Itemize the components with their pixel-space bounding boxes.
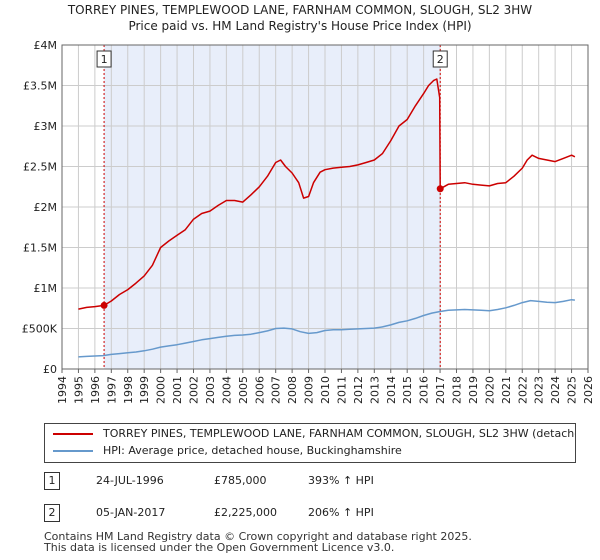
x-tick-label: 2005: [237, 376, 250, 404]
sale-badge: 2: [44, 504, 60, 522]
x-tick-label: 2015: [401, 376, 414, 404]
chart-title-block: TORREY PINES, TEMPLEWOOD LANE, FARNHAM C…: [0, 2, 600, 34]
chart-title: TORREY PINES, TEMPLEWOOD LANE, FARNHAM C…: [67, 3, 533, 17]
x-tick-label: 2024: [549, 376, 562, 404]
x-tick-label: 2003: [204, 376, 217, 404]
legend-label-property: TORREY PINES, TEMPLEWOOD LANE, FARNHAM C…: [103, 427, 575, 440]
x-tick-label: 1997: [105, 376, 118, 404]
x-tick-label: 1995: [72, 376, 85, 404]
x-tick-label: 2006: [253, 376, 266, 404]
chart-subtitle: Price paid vs. HM Land Registry's House …: [128, 19, 472, 33]
x-tick-label: 2014: [385, 376, 398, 404]
x-tick-label: 2012: [352, 376, 365, 404]
x-tick-label: 2016: [418, 376, 431, 404]
sale-price: £785,000: [214, 474, 267, 487]
sale-date: 24-JUL-1996: [96, 474, 164, 487]
sale-box-label: 1: [101, 53, 108, 66]
legend-label-hpi: HPI: Average price, detached house, Buck…: [103, 444, 402, 457]
y-tick-label: £2.5M: [23, 161, 57, 174]
x-tick-label: 2001: [171, 376, 184, 404]
footer: Contains HM Land Registry data © Crown c…: [44, 531, 472, 553]
x-tick-label: 1996: [89, 376, 102, 404]
x-tick-label: 1994: [56, 376, 69, 404]
x-tick-label: 2021: [500, 376, 513, 404]
y-tick-label: £500K: [22, 323, 58, 336]
y-tick-label: £1.5M: [23, 242, 57, 255]
x-tick-label: 2019: [467, 376, 480, 404]
footer-licence: This data is licensed under the Open Gov…: [44, 541, 395, 554]
sale-box: [432, 50, 448, 68]
x-tick-label: 2023: [533, 376, 546, 404]
x-tick-label: 2007: [270, 376, 283, 404]
sale-point: [436, 185, 444, 193]
plot-frame: [61, 44, 589, 370]
x-tick-label: 2020: [483, 376, 496, 404]
legend-item-hpi: HPI: Average price, detached house, Buck…: [53, 443, 402, 459]
sale-box-label: 2: [437, 53, 444, 66]
x-tick-label: 2002: [188, 376, 201, 404]
x-tick-label: 2013: [368, 376, 381, 404]
x-tick-label: 2017: [434, 376, 447, 404]
x-tick-label: 2018: [451, 376, 464, 404]
legend: TORREY PINES, TEMPLEWOOD LANE, FARNHAM C…: [44, 423, 576, 463]
y-tick-label: £0: [43, 363, 57, 376]
x-tick-label: 1999: [138, 376, 151, 404]
x-tick-label: 2008: [286, 376, 299, 404]
x-tick-label: 2009: [303, 376, 316, 404]
y-tick-label: £3.5M: [23, 80, 57, 93]
legend-swatch-hpi: [53, 450, 93, 452]
footer-copyright: Contains HM Land Registry data © Crown c…: [44, 530, 472, 543]
x-tick-label: 1998: [122, 376, 135, 404]
hpi-line: [78, 298, 575, 358]
sale-hpi-change: 393% ↑ HPI: [308, 474, 374, 487]
x-tick-label: 2004: [220, 376, 233, 404]
sale-price: £2,225,000: [214, 506, 277, 519]
legend-item-property: TORREY PINES, TEMPLEWOOD LANE, FARNHAM C…: [53, 426, 575, 442]
x-tick-label: 2022: [516, 376, 529, 404]
sale-box: [96, 50, 112, 68]
x-tick-label: 2026: [582, 376, 595, 404]
sale-point: [100, 301, 108, 309]
y-tick-label: £2M: [34, 201, 58, 214]
x-tick-label: 2011: [335, 376, 348, 404]
y-tick-label: £3M: [34, 120, 58, 133]
x-tick-label: 2000: [155, 376, 168, 404]
sale-date: 05-JAN-2017: [96, 506, 166, 519]
x-tick-label: 2010: [319, 376, 332, 404]
y-tick-label: £1M: [34, 282, 58, 295]
legend-swatch-property: [53, 433, 93, 435]
y-tick-label: £4M: [34, 39, 58, 52]
sale-hpi-change: 206% ↑ HPI: [308, 506, 374, 519]
property-price-line: [78, 78, 576, 310]
x-tick-label: 2025: [566, 376, 579, 404]
sale-badge: 1: [44, 472, 60, 490]
